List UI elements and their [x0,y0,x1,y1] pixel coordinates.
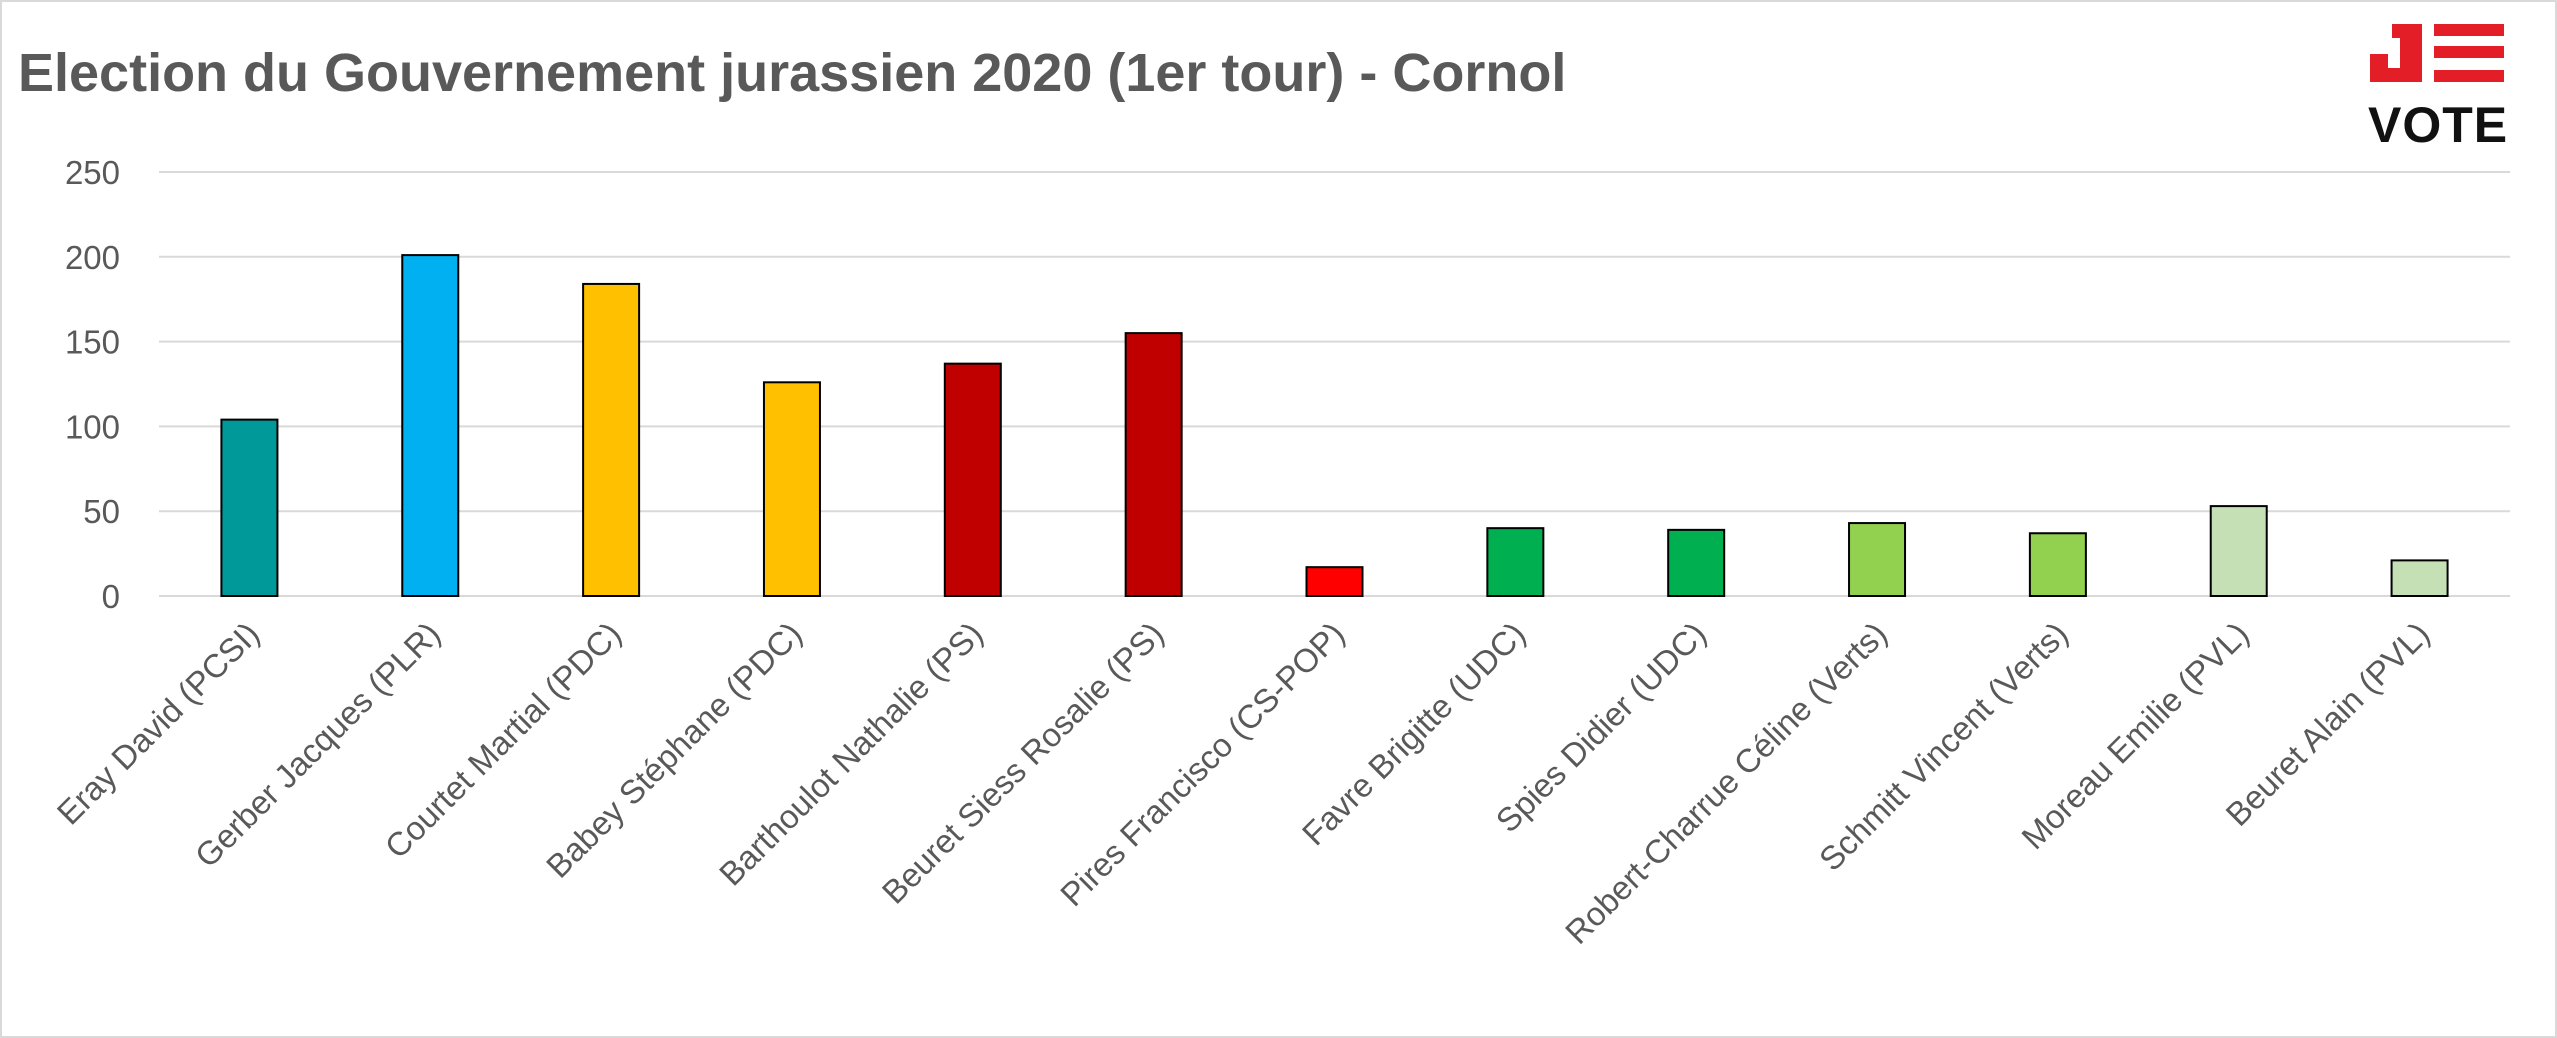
bar [1848,522,1907,598]
bar [943,362,1002,598]
x-tick-label: Beuret Alain (PVL) [2218,615,2436,833]
x-tick-label: Pires Francisco (CS-POP) [1053,615,1351,913]
x-tick-label: Eray David (PCSI) [50,615,267,832]
bar [1124,332,1183,597]
je-logo-icon [2370,24,2504,82]
bar [2390,559,2449,597]
x-tick-label: Robert-Charrue Céline (Verts) [1558,615,1894,951]
bar [401,254,460,597]
bar [2028,532,2087,597]
y-tick-label: 0 [102,578,120,615]
y-tick-label: 100 [65,408,120,445]
bar [762,381,821,597]
chart-title: Election du Gouvernement jurassien 2020 … [18,43,1567,103]
bar [582,282,641,597]
y-tick-label: 50 [83,493,120,530]
je-vote-logo: VOTE [2362,22,2512,153]
y-tick-label: 150 [65,324,120,361]
logo-vote-text: VOTE [2368,97,2509,153]
y-tick-label: 250 [65,154,120,191]
bar [2209,505,2268,597]
bar [1486,527,1545,597]
bar [220,418,279,597]
bar [1667,528,1726,598]
y-tick-label: 200 [65,239,120,276]
bar [1305,566,1364,598]
